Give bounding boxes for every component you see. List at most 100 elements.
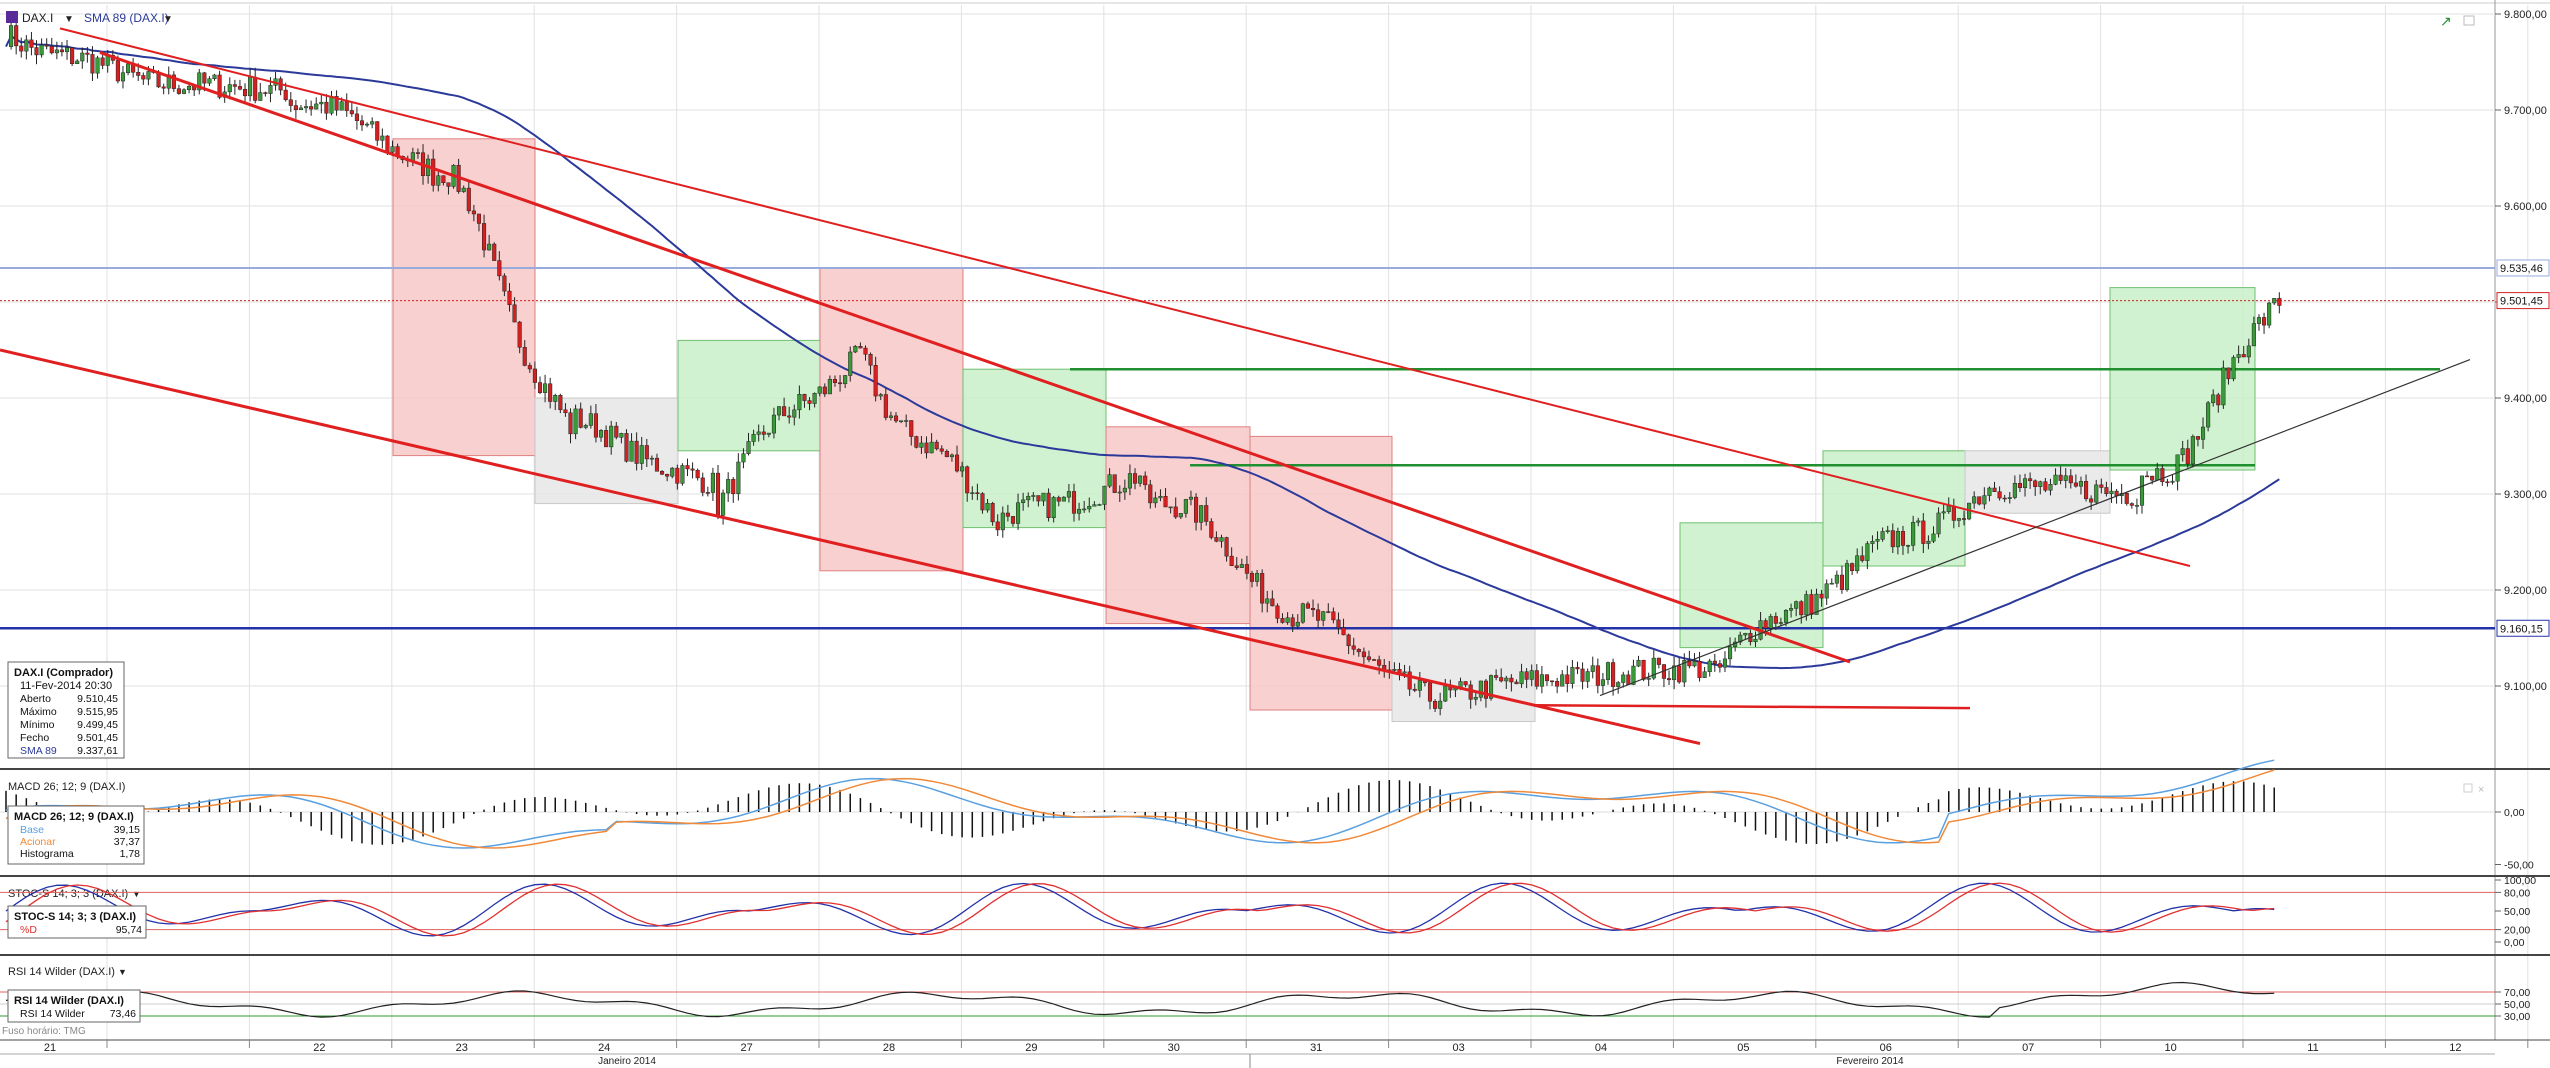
candle-body	[2180, 448, 2185, 456]
candle-body	[899, 420, 904, 423]
candle-body	[1987, 487, 1992, 496]
chevron-down-icon[interactable]: ▼	[118, 967, 127, 977]
pattern-box	[677, 339, 821, 452]
candle-body	[954, 454, 960, 472]
candle-body	[2099, 484, 2104, 488]
candle-body	[700, 477, 705, 493]
macd-row-label: Acionar	[20, 836, 56, 848]
candle-body	[1875, 539, 1880, 542]
candle-body	[1728, 646, 1733, 660]
macd-trigger-line	[5, 769, 2275, 849]
candle-body	[1092, 504, 1097, 507]
candle-body	[578, 408, 583, 428]
candle-body	[1463, 681, 1468, 686]
ohlc-info-box: DAX.I (Comprador) 11-Fev-2014 20:30 Aber…	[7, 661, 125, 759]
close-icon[interactable]: ×	[2478, 784, 2484, 796]
candle-body	[2160, 468, 2165, 483]
date-label-03: 03	[1452, 1042, 1464, 1054]
draw-tool-icon[interactable]: ↗	[2440, 13, 2452, 29]
candle-body	[29, 39, 34, 48]
price-axis: 9.800,009.700,009.600,009.500,009.400,00…	[2495, 9, 2550, 693]
candle-body	[1509, 677, 1514, 683]
candle-body	[1346, 634, 1351, 647]
candle-body	[100, 57, 105, 66]
axis-tick-label: -50,00	[2504, 860, 2534, 872]
candle-body	[1982, 495, 1987, 505]
candle-body	[2246, 345, 2251, 358]
candle-body	[2195, 436, 2200, 440]
candle-body	[1722, 658, 1728, 668]
red-trendline	[0, 348, 1701, 746]
candle-body	[365, 123, 370, 126]
candle-body	[1356, 649, 1361, 653]
candle-body	[146, 71, 151, 80]
candle-body	[2084, 481, 2089, 500]
chevron-down-icon[interactable]: ▼	[163, 14, 173, 25]
macd-row-value: 39,15	[114, 824, 140, 836]
candle-body	[792, 409, 797, 418]
candle-body	[1066, 491, 1071, 498]
candle-body	[721, 492, 726, 516]
pattern-box	[1964, 450, 2111, 514]
indicator-label[interactable]: SMA 89 (DAX.I)	[84, 11, 169, 25]
candle-body	[1478, 680, 1483, 698]
candle-body	[1997, 491, 2002, 499]
candle-body	[359, 120, 365, 126]
candle-body	[1061, 496, 1066, 502]
candle-body	[1351, 645, 1356, 650]
candle-body	[380, 135, 385, 141]
candle-body	[1778, 622, 1783, 624]
chevron-down-icon[interactable]: ▼	[132, 889, 141, 899]
candle-body	[904, 420, 909, 422]
main-header[interactable]: DAX.I ▼ SMA 89 (DAX.I) ▼ ↗	[6, 11, 2475, 29]
candle-body	[1616, 682, 1621, 687]
candle-body	[1010, 516, 1016, 524]
candle-body	[1651, 657, 1656, 679]
rsi-header[interactable]: RSI 14 Wilder (DAX.I)	[8, 966, 115, 978]
candle-body	[176, 88, 181, 94]
candle-body	[2124, 492, 2129, 504]
price-tick-label: 9.100,00	[2504, 681, 2547, 693]
candle-body	[2200, 426, 2206, 440]
chevron-down-icon[interactable]: ▼	[64, 14, 74, 25]
candle-body	[1936, 512, 1941, 535]
candle-body	[1127, 473, 1132, 489]
candle-body	[1514, 681, 1519, 685]
candle-body	[487, 243, 492, 251]
maximize-icon[interactable]	[2463, 15, 2475, 26]
candle-body	[1941, 511, 1946, 514]
macd-header[interactable]: MACD 26; 12; 9 (DAX.I)	[8, 781, 125, 793]
macd-legend-title: MACD 26; 12; 9 (DAX.I)	[14, 811, 134, 823]
candle-body	[2190, 436, 2195, 465]
info-row-label: Máximo	[20, 706, 57, 718]
candle-body	[1438, 700, 1443, 709]
symbol-label[interactable]: DAX.I	[22, 11, 53, 25]
candle-body	[1646, 677, 1651, 680]
candle-body	[1102, 485, 1107, 505]
candle-body	[1692, 661, 1697, 667]
candle-body	[634, 440, 639, 464]
candle-body	[2078, 481, 2084, 487]
candle-body	[1946, 505, 1951, 513]
candle-body	[1188, 496, 1194, 500]
pane-maximize-icon[interactable]	[2463, 783, 2473, 793]
candle-body	[919, 442, 924, 448]
candle-body	[1595, 665, 1600, 686]
candle-body	[2017, 483, 2022, 488]
date-label-05: 05	[1737, 1042, 1749, 1054]
info-datetime: 11-Fev-2014 20:30	[20, 680, 112, 692]
date-label-21: 21	[44, 1042, 56, 1054]
price-tick-label: 9.300,00	[2504, 489, 2547, 501]
info-row-label: Mínimo	[20, 719, 55, 731]
candle-body	[248, 76, 253, 97]
candle-body	[888, 415, 893, 418]
candle-body	[873, 364, 878, 397]
candle-body	[802, 394, 807, 401]
candle-body	[1316, 609, 1321, 621]
price-marker-label: 9.160,15	[2500, 623, 2543, 635]
candle-body	[1687, 660, 1692, 667]
candle-body	[2145, 475, 2150, 478]
candle-body	[924, 442, 929, 454]
candle-body	[34, 47, 39, 56]
